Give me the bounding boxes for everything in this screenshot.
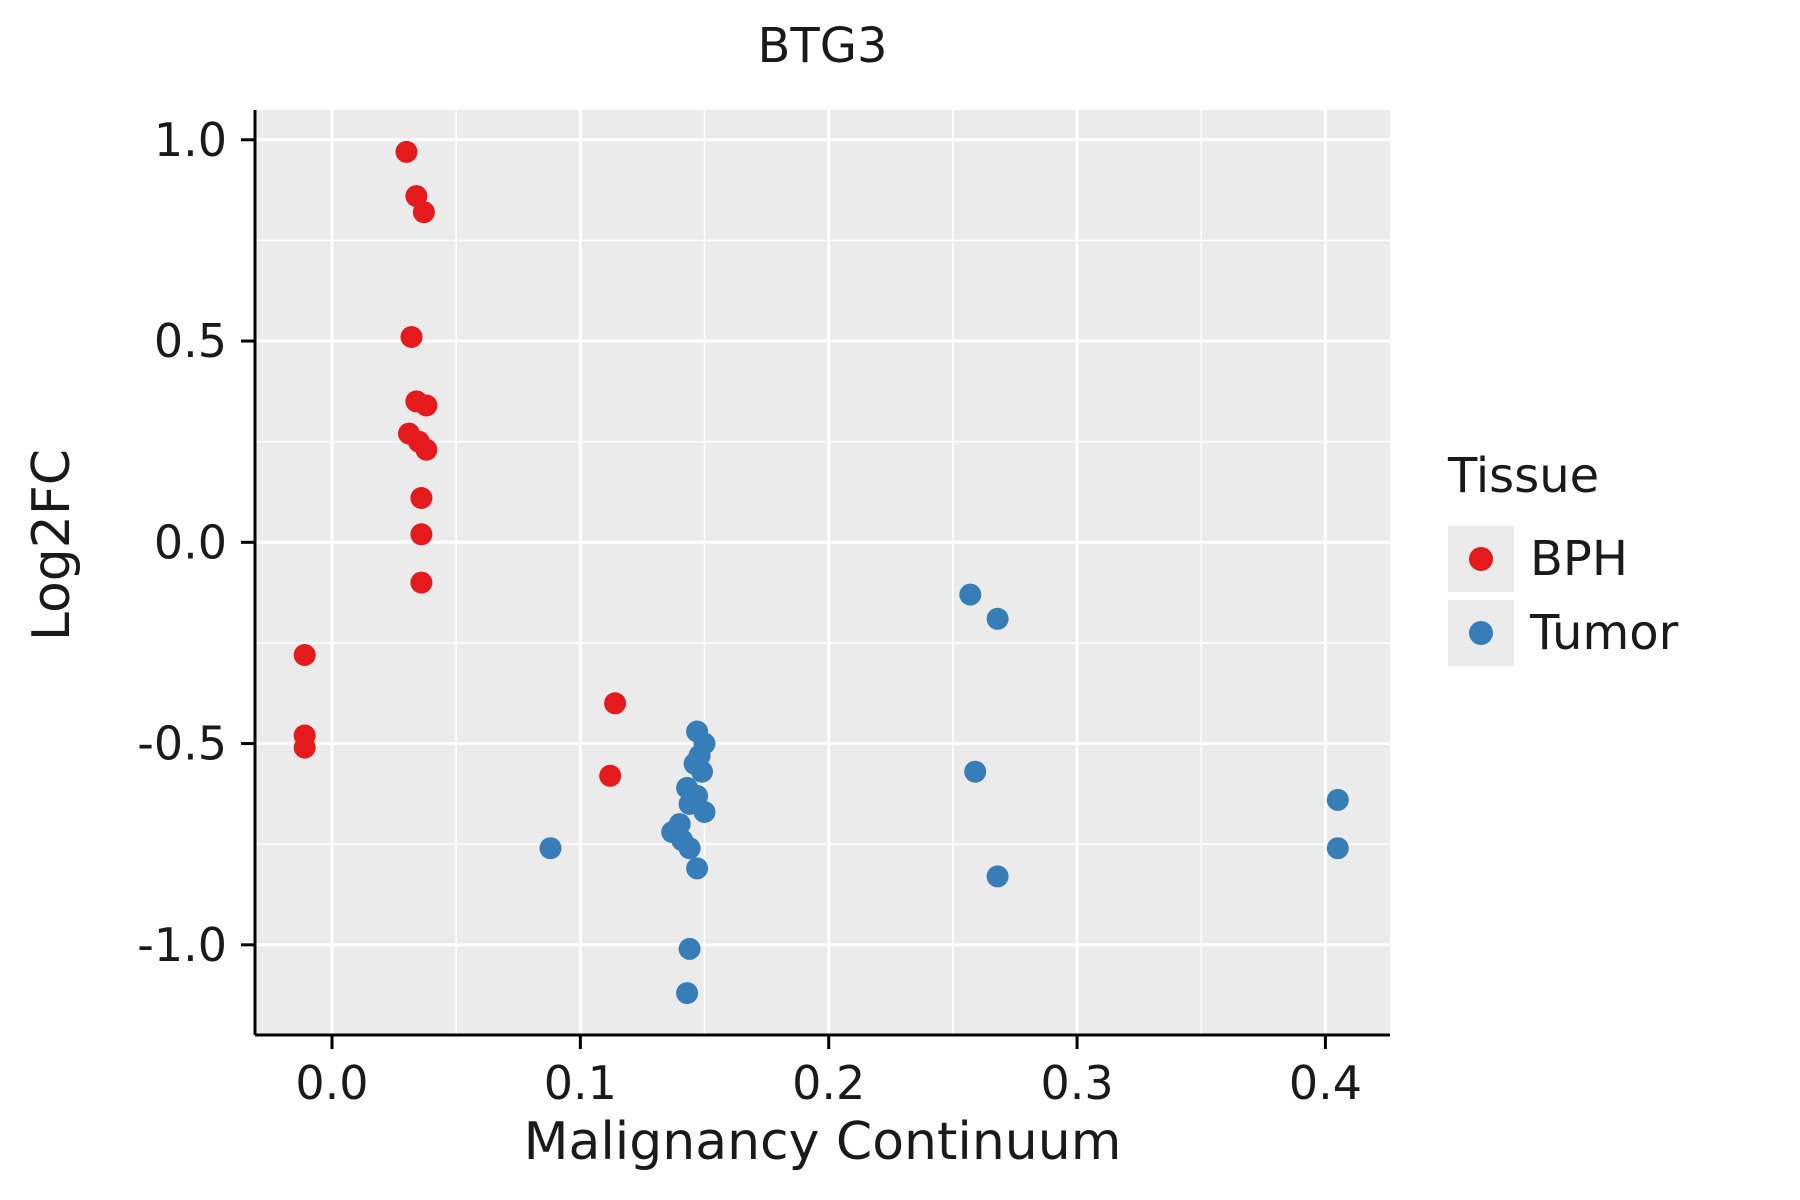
data-point-tumor: [986, 607, 1009, 630]
data-point-tumor: [1326, 788, 1349, 811]
x-axis-title: Malignancy Continuum: [523, 1112, 1122, 1172]
data-point-bph: [412, 201, 435, 224]
data-point-bph: [395, 140, 418, 163]
data-point-tumor: [964, 760, 987, 783]
data-point-tumor: [676, 982, 699, 1005]
data-point-bph: [293, 644, 316, 666]
data-point-bph: [293, 736, 316, 759]
legend-items: BPH Tumor: [1448, 526, 1678, 666]
legend-key: [1448, 526, 1514, 592]
data-point-bph: [410, 487, 433, 509]
y-tick-label: 0.0: [154, 515, 227, 569]
data-point-bph: [400, 326, 423, 348]
data-point-tumor: [539, 837, 562, 860]
y-tick-label: -1.0: [137, 918, 227, 972]
legend-dot-tumor: [1469, 621, 1493, 645]
data-point-bph: [604, 692, 627, 715]
x-tick-label: 0.2: [792, 1056, 865, 1110]
legend-item-tumor: Tumor: [1448, 600, 1678, 666]
y-tick-label: 0.5: [154, 314, 227, 368]
y-axis-title: Log2FC: [22, 448, 82, 642]
data-point-tumor: [693, 801, 716, 823]
data-point-tumor: [691, 760, 713, 783]
legend-dot-bph: [1469, 547, 1493, 571]
y-tick-label: -0.5: [137, 717, 227, 771]
legend-label-bph: BPH: [1530, 531, 1628, 587]
data-point-tumor: [686, 857, 709, 880]
data-point-bph: [599, 764, 622, 787]
data-point-bph: [415, 394, 438, 417]
data-point-tumor: [1326, 837, 1349, 860]
legend-key: [1448, 600, 1514, 666]
legend-title: Tissue: [1448, 448, 1600, 504]
data-point-tumor: [678, 837, 701, 860]
x-tick-label: 0.4: [1289, 1056, 1362, 1110]
data-point-tumor: [678, 937, 701, 960]
x-tick-label: 0.0: [295, 1056, 368, 1110]
x-tick-label: 0.3: [1040, 1056, 1113, 1110]
x-tick-label: 0.1: [544, 1056, 617, 1110]
data-point-bph: [415, 438, 438, 461]
y-tick-label: 1.0: [154, 113, 227, 167]
legend: Tissue BPH Tumor: [1448, 448, 1678, 674]
chart-title: BTG3: [757, 18, 888, 74]
legend-label-tumor: Tumor: [1530, 605, 1679, 661]
data-point-bph: [410, 571, 433, 594]
data-point-bph: [410, 523, 433, 546]
data-point-tumor: [959, 583, 982, 606]
legend-item-bph: BPH: [1448, 526, 1678, 592]
data-point-tumor: [986, 865, 1009, 888]
